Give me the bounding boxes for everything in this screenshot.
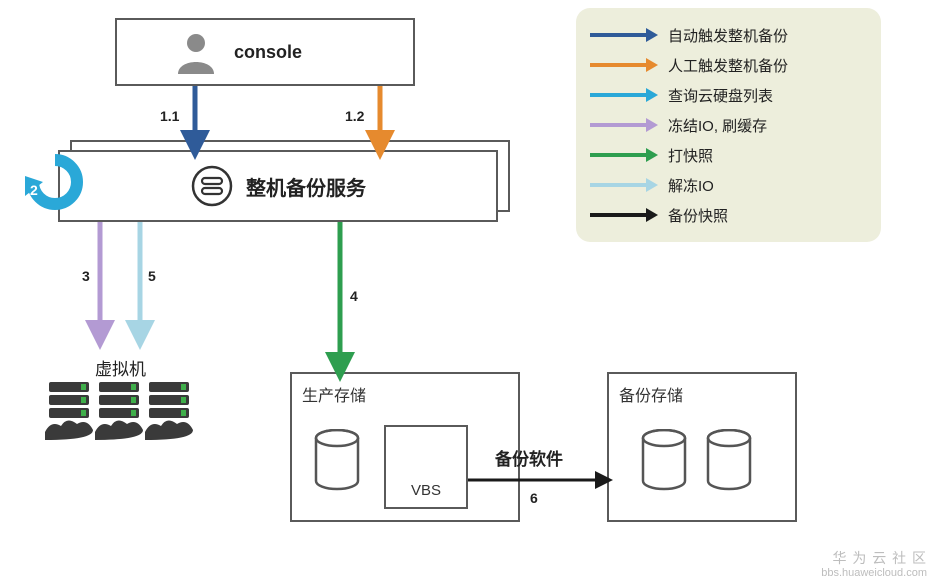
server-cluster-icon [45, 380, 195, 460]
legend-row: 人工触发整机备份 [588, 50, 859, 80]
cylinder-icon [312, 429, 362, 493]
step-3: 3 [82, 268, 90, 284]
legend-row: 冻结IO, 刷缓存 [588, 110, 859, 140]
user-icon [172, 28, 220, 76]
legend-text: 查询云硬盘列表 [668, 85, 773, 106]
legend-text: 解冻IO [668, 175, 714, 196]
vbs-label: VBS [411, 482, 441, 499]
legend-row: 备份快照 [588, 200, 859, 230]
step-1-1: 1.1 [160, 108, 179, 124]
console-label: console [234, 42, 302, 63]
step-2: 2 [30, 182, 38, 198]
console-box: console [115, 18, 415, 86]
step-5: 5 [148, 268, 156, 284]
vbs-box: VBS [384, 425, 468, 509]
legend-arrow-icon [588, 205, 660, 225]
watermark-line2: bbs.huaweicloud.com [821, 567, 927, 580]
legend-text: 自动触发整机备份 [668, 25, 788, 46]
legend-arrow-icon [588, 115, 660, 135]
service-icon [190, 164, 234, 208]
legend-box: 自动触发整机备份人工触发整机备份查询云硬盘列表冻结IO, 刷缓存打快照解冻IO 备… [576, 8, 881, 242]
prod-storage-label: 生产存储 [302, 382, 366, 406]
step-4: 4 [350, 288, 358, 304]
legend-text: 冻结IO, 刷缓存 [668, 115, 767, 136]
legend-row: 解冻IO [588, 170, 859, 200]
legend-arrow-icon [588, 55, 660, 75]
legend-row: 自动触发整机备份 [588, 20, 859, 50]
backup-storage-box: 备份存储 [607, 372, 797, 522]
service-box-front: 整机备份服务 [58, 150, 498, 222]
legend-text: 打快照 [668, 145, 713, 166]
watermark: 华 为 云 社 区 bbs.huaweicloud.com [821, 550, 927, 580]
legend-text: 人工触发整机备份 [668, 55, 788, 76]
legend-row: 查询云硬盘列表 [588, 80, 859, 110]
backup-storage-label: 备份存储 [619, 382, 683, 406]
service-label: 整机备份服务 [246, 172, 366, 201]
legend-arrow-icon [588, 25, 660, 45]
step-6: 6 [530, 490, 538, 506]
backup-sw-label: 备份软件 [495, 445, 563, 470]
vm-label: 虚拟机 [95, 355, 146, 380]
cylinder-icon [704, 429, 754, 493]
legend-arrow-icon [588, 85, 660, 105]
legend-text: 备份快照 [668, 205, 728, 226]
watermark-line1: 华 为 云 社 区 [821, 550, 927, 567]
step-1-2: 1.2 [345, 108, 364, 124]
cylinder-icon [639, 429, 689, 493]
legend-arrow-icon [588, 175, 660, 195]
legend-arrow-icon [588, 145, 660, 165]
legend-row: 打快照 [588, 140, 859, 170]
